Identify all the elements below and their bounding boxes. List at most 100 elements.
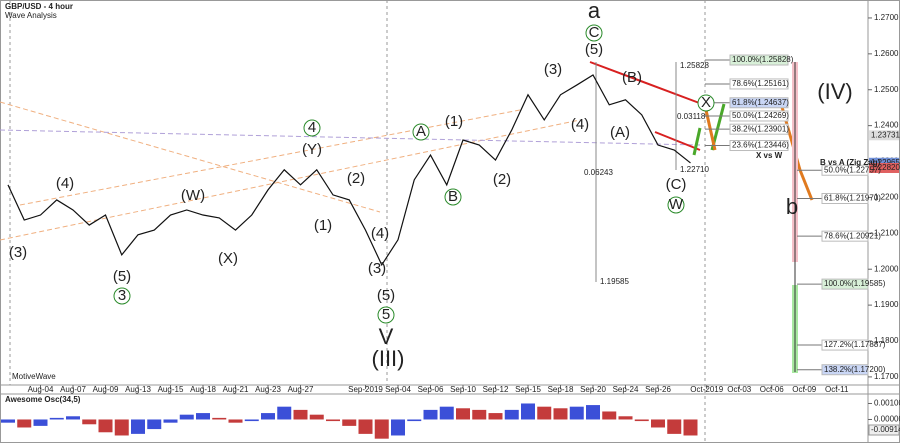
x-tick-label: Oct-06 bbox=[760, 385, 785, 394]
fib-box bbox=[821, 278, 869, 290]
measure-label: 1.19585 bbox=[600, 277, 629, 286]
wave-label: (B) bbox=[622, 69, 642, 86]
osc-bar bbox=[586, 405, 600, 420]
brand: MotiveWave bbox=[12, 372, 56, 381]
price-tag: 1.22820 bbox=[871, 163, 900, 172]
fib-box bbox=[729, 140, 789, 152]
y-tick-label: 1.1800 bbox=[874, 336, 899, 345]
wave-circle bbox=[113, 287, 131, 305]
wave-label: A bbox=[416, 123, 426, 140]
osc-bar bbox=[163, 419, 178, 423]
y-tick-label: 1.1700 bbox=[874, 372, 899, 381]
x-tick-label: Aug-07 bbox=[60, 385, 86, 394]
x-tick-label: Aug-23 bbox=[255, 385, 281, 394]
osc-bar bbox=[537, 406, 552, 420]
fib-label: 61.8%(1.24637) bbox=[732, 98, 789, 107]
osc-bar bbox=[504, 409, 519, 420]
wave-label: (2) bbox=[493, 171, 511, 188]
wave-label: (3) bbox=[544, 61, 562, 78]
osc-bar bbox=[196, 413, 210, 420]
ma-line bbox=[0, 129, 701, 146]
y-tick-label: 1.2500 bbox=[874, 85, 899, 94]
osc-bar bbox=[212, 417, 227, 420]
osc-bar bbox=[98, 419, 113, 433]
study-name: Wave Analysis bbox=[5, 11, 57, 20]
arrow bbox=[798, 169, 814, 201]
wave-label: W bbox=[669, 196, 684, 213]
trend-line bbox=[19, 109, 521, 206]
x-tick-label: Sep-24 bbox=[613, 385, 639, 394]
osc-bar bbox=[472, 409, 487, 420]
y-tick-label: 1.2600 bbox=[874, 49, 899, 58]
wave-label: (W) bbox=[181, 187, 205, 204]
trend-line bbox=[0, 101, 381, 213]
wave-label: (1) bbox=[445, 113, 463, 130]
x-tick-label: Sep-26 bbox=[645, 385, 671, 394]
x-tick-label: Sep-15 bbox=[515, 385, 541, 394]
osc-bar bbox=[439, 406, 454, 420]
fib-label: 100.0%(1.19585) bbox=[824, 279, 886, 288]
osc-bar bbox=[131, 419, 145, 434]
fib-box bbox=[729, 123, 789, 135]
price-tag-box bbox=[869, 130, 899, 141]
osc-bar bbox=[293, 409, 308, 420]
osc-bar bbox=[342, 419, 357, 426]
wave-circle bbox=[697, 94, 715, 112]
x-tick-label: Sep-18 bbox=[548, 385, 574, 394]
wave-circle bbox=[444, 188, 462, 206]
fib-title: X vs W bbox=[756, 151, 783, 160]
fib-box bbox=[821, 364, 869, 376]
wave-label: 3 bbox=[118, 287, 126, 304]
wave-label: (C) bbox=[666, 176, 687, 193]
osc-bar bbox=[147, 419, 162, 430]
x-tick-label: Oct-09 bbox=[792, 385, 817, 394]
x-tick-label: Aug-27 bbox=[288, 385, 314, 394]
osc-tick-label: 0.00000 bbox=[874, 415, 900, 424]
osc-bar bbox=[1, 419, 15, 423]
y-tick-label: 1.2400 bbox=[874, 121, 899, 130]
wave-label: (5) bbox=[113, 268, 131, 285]
wave-label: (4) bbox=[371, 225, 389, 242]
osc-bar bbox=[521, 403, 535, 420]
x-tick-label: Sep-10 bbox=[450, 385, 476, 394]
wave-label: (III) bbox=[372, 346, 405, 371]
fib-box bbox=[821, 192, 869, 204]
osc-bar bbox=[374, 419, 389, 439]
y-tick-label: 1.2700 bbox=[874, 13, 899, 22]
osc-bar bbox=[391, 419, 405, 436]
price-line bbox=[7, 74, 691, 267]
x-tick-label: Aug-15 bbox=[158, 385, 184, 394]
osc-bar bbox=[602, 411, 617, 420]
osc-bar bbox=[309, 414, 324, 420]
wave-label: (3) bbox=[9, 244, 27, 261]
channel-line bbox=[654, 131, 701, 151]
osc-bar bbox=[569, 406, 584, 420]
arrow bbox=[692, 127, 702, 156]
wave-label: (4) bbox=[571, 116, 589, 133]
y-tick-label: 1.2000 bbox=[874, 264, 899, 273]
osc-bar bbox=[651, 419, 665, 428]
wave-circle bbox=[585, 24, 603, 42]
x-tick-label: Sep-12 bbox=[483, 385, 509, 394]
osc-bar bbox=[618, 416, 633, 420]
osc-bar bbox=[114, 419, 129, 436]
fib-box bbox=[821, 164, 869, 176]
fib-box bbox=[729, 110, 789, 122]
fib-title: B vs A (Zig Zag) bbox=[820, 158, 881, 167]
wave-label: B bbox=[448, 188, 458, 205]
osc-bar bbox=[634, 419, 649, 422]
wave-label: X bbox=[701, 94, 711, 111]
fib-label: 127.2%(1.17887) bbox=[824, 340, 886, 349]
price-tag-box bbox=[869, 157, 899, 168]
fib-label: 23.6%(1.23446) bbox=[732, 141, 789, 150]
wave-circle bbox=[303, 119, 321, 137]
wave-label: C bbox=[589, 24, 600, 41]
fib-label: 61.8%(1.21970) bbox=[824, 194, 881, 203]
wave-circle bbox=[377, 306, 395, 324]
fib-label: 50.0%(1.22757) bbox=[824, 165, 881, 174]
wave-label: (2) bbox=[347, 170, 365, 187]
price-tag: 1.22965 bbox=[871, 158, 900, 167]
fib-box bbox=[821, 230, 869, 242]
wave-label: (X) bbox=[218, 250, 238, 267]
